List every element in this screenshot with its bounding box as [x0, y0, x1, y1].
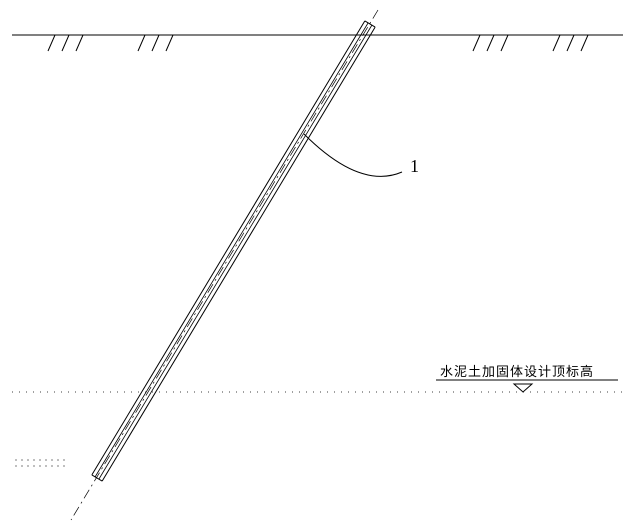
- ground-hatch-mark: [138, 35, 145, 51]
- ground-hatch-mark: [501, 35, 508, 51]
- pile-axis-line: [71, 10, 378, 520]
- ground-hatch-mark: [152, 35, 159, 51]
- leader-line: [304, 134, 402, 176]
- diagram-canvas: 水泥土加固体设计顶标高 1: [0, 0, 636, 526]
- ground-hatch-mark: [581, 35, 588, 51]
- pile-inner-edge: [99, 25, 372, 479]
- pile-outer-edge: [102, 27, 375, 481]
- ground-hatch-mark: [76, 35, 83, 51]
- ground-hatch-mark: [62, 35, 69, 51]
- callout-label-1: 1: [410, 156, 419, 176]
- elevation-triangle-icon: [514, 384, 532, 392]
- ground-hatch-mark: [48, 35, 55, 51]
- ground-hatch-mark: [567, 35, 574, 51]
- pile-inner-edge: [95, 23, 368, 477]
- design-top-elevation-label: 水泥土加固体设计顶标高: [440, 364, 594, 379]
- pile-outer-edge: [92, 21, 365, 475]
- ground-hatch-mark: [487, 35, 494, 51]
- ground-hatch-mark: [553, 35, 560, 51]
- ground-hatch-mark: [166, 35, 173, 51]
- ground-hatch-mark: [473, 35, 480, 51]
